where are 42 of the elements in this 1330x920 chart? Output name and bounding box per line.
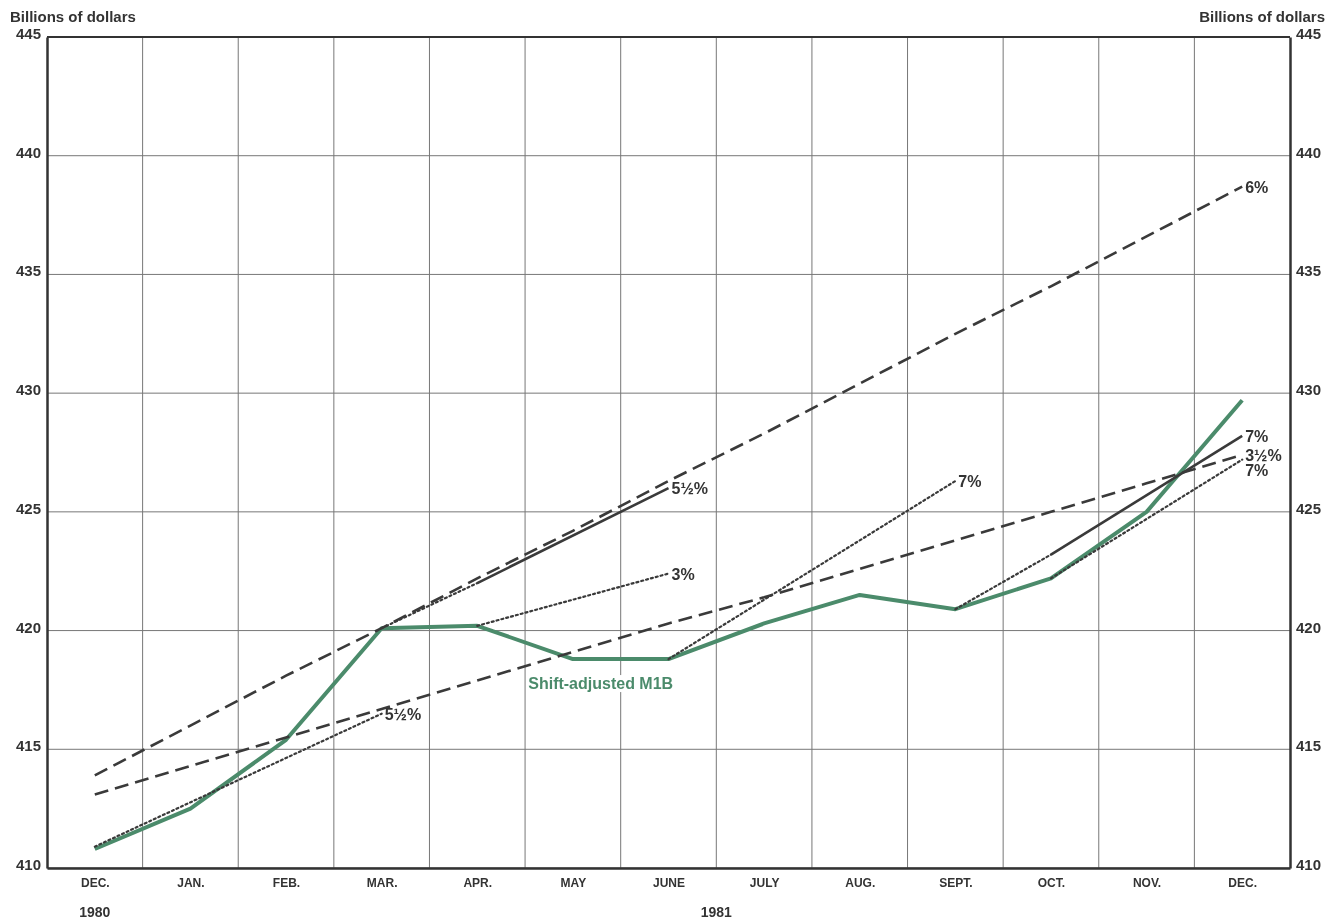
x-tick-label: APR.	[463, 875, 493, 890]
x-tick-label: JULY	[749, 875, 780, 890]
y2-tick-label: 440	[1296, 143, 1322, 161]
x-tick-label: JUNE	[652, 875, 686, 890]
y-tick-label: 435	[15, 262, 41, 280]
x-tick-label: AUG.	[845, 875, 876, 890]
y2-tick-label: 445	[1296, 25, 1322, 42]
series-label: 5½%	[671, 480, 708, 498]
y-tick-label: 420	[15, 618, 41, 636]
y-axis-title: Billions of dollars	[10, 8, 136, 25]
text: 1981	[700, 904, 733, 920]
x-tick-label: FEB.	[272, 875, 301, 890]
series-label: 3½%	[1245, 446, 1282, 464]
y-tick-label: 415	[15, 737, 41, 755]
y2-tick-label: 415	[1296, 737, 1322, 755]
y2-tick-label: 410	[1296, 856, 1322, 873]
text: 1980	[79, 904, 111, 920]
x-tick-label: MAR.	[366, 875, 398, 890]
x-tick-label: NOV.	[1132, 875, 1162, 890]
series-label: Shift-adjusted M1B	[528, 675, 674, 693]
series-label: 7%	[958, 472, 982, 490]
y2-axis-title: Billions of dollars	[1199, 8, 1325, 25]
x-tick-label: MAY	[560, 875, 587, 890]
y-tick-label: 440	[15, 143, 41, 161]
series-label: 7%	[1245, 461, 1269, 479]
series-label: 6%	[1245, 178, 1269, 196]
series-label: 3%	[671, 565, 695, 583]
x-tick-label: SEPT.	[939, 875, 973, 890]
series-label: 7%	[1245, 427, 1269, 445]
y-tick-label: 430	[15, 381, 41, 399]
y2-tick-label: 435	[1296, 262, 1322, 280]
y2-tick-label: 430	[1296, 381, 1322, 399]
y-tick-label: 445	[15, 25, 41, 42]
y-tick-label: 425	[15, 499, 41, 517]
x-tick-label: DEC.	[1228, 875, 1258, 890]
x-tick-label: DEC.	[80, 875, 110, 890]
y2-tick-label: 425	[1296, 499, 1322, 517]
series-label: 5½%	[384, 705, 422, 723]
y-tick-label: 410	[15, 856, 41, 873]
x-tick-label: JAN.	[177, 875, 205, 890]
y2-tick-label: 420	[1296, 618, 1322, 636]
x-tick-label: OCT.	[1037, 875, 1066, 890]
